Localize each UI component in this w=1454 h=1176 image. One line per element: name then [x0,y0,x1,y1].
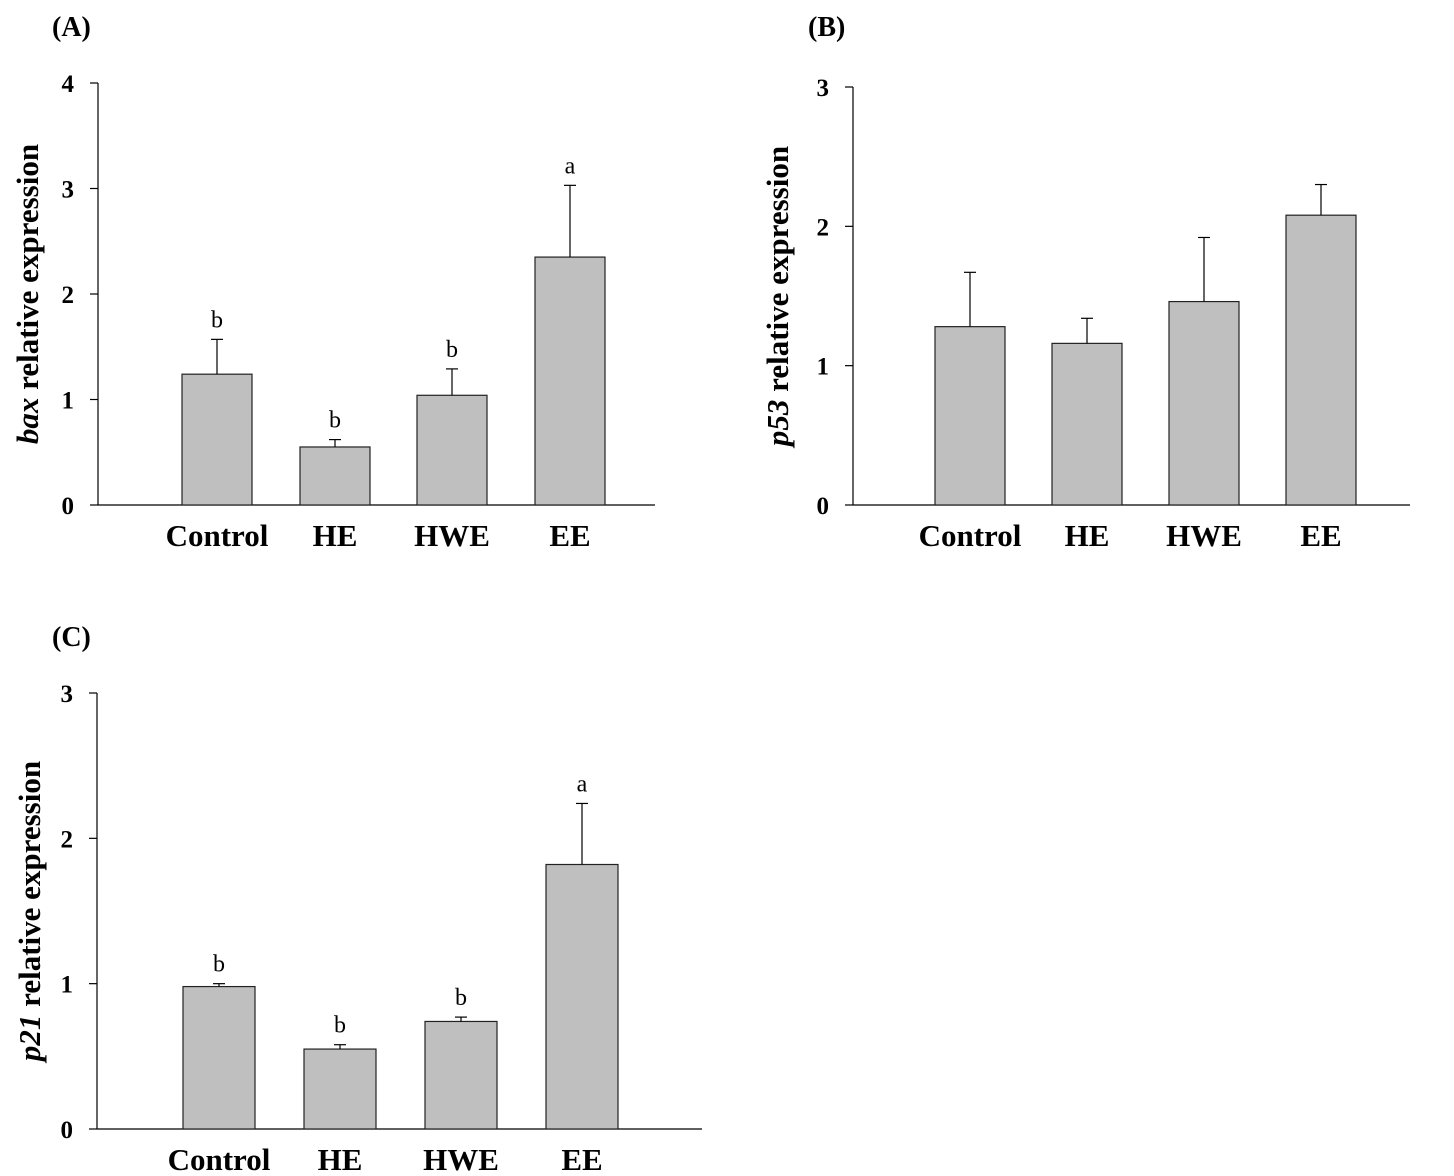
chart-c-svg: (C) 0 1 2 3 p21 relative expression b Control b H… [12,622,702,1176]
chart-panel-b: (B) 0 1 2 3 p53 relative expression Control HE H… [760,0,1454,580]
significance-label: a [565,153,576,179]
category-label: Control [919,518,1022,553]
chart-a-svg: (A) 0 1 2 3 4 bax relative expression b Control b… [10,12,655,553]
y-tick-label: 2 [61,826,74,853]
y-tick-label: 3 [62,177,75,204]
category-label: HE [1065,518,1110,553]
chart-panel-c: (C) 0 1 2 3 p21 relative expression b Control b H… [0,600,720,1176]
y-tick-label: 3 [817,75,830,102]
chart-b-svg: (B) 0 1 2 3 p53 relative expression Control HE H… [760,12,1410,553]
y-tick-label: 0 [62,493,75,520]
category-label: HE [318,1142,363,1176]
category-label: EE [1300,518,1341,553]
panel-label: (B) [808,12,845,43]
category-label: HWE [414,518,490,553]
bar [534,256,606,506]
significance-label: b [329,408,341,434]
chart-panel-a: (A) 0 1 2 3 4 bax relative expression b Control b… [0,0,700,580]
bar [934,326,1006,506]
bar [424,1020,498,1130]
y-axis-title: p53 relative expression [760,146,795,449]
category-label: Control [166,518,269,553]
y-tick-label: 0 [61,1117,74,1144]
y-axis-title-gene: p53 [760,400,795,450]
y-tick-label: 2 [62,282,75,309]
significance-label: b [213,952,225,978]
significance-label: b [334,1013,346,1039]
y-axis-title-text: relative expression [760,146,795,400]
category-label: EE [549,518,590,553]
y-tick-label: 2 [817,214,830,241]
y-tick-label: 3 [61,681,74,708]
y-tick-label: 1 [62,388,75,415]
y-tick-label: 4 [62,71,75,98]
bar [181,373,253,506]
significance-label: b [455,985,467,1011]
y-axis-title: bax relative expression [10,144,45,444]
y-tick-label: 1 [817,354,830,381]
category-label: HE [313,518,358,553]
category-label: HWE [423,1142,499,1176]
bar [303,1048,377,1130]
y-tick-label: 1 [61,972,74,999]
category-label: EE [561,1142,602,1176]
panel-label: (A) [52,12,91,43]
y-axis-title: p21 relative expression [12,761,47,1064]
bar [1051,342,1123,506]
y-tick-label: 0 [817,493,830,520]
significance-label: b [211,307,223,333]
y-axis-title-text: relative expression [10,144,45,398]
y-axis-title-gene: bax [10,398,45,445]
panel-label: (C) [52,622,91,653]
y-axis-title-gene: p21 [12,1015,47,1065]
y-axis-title-text: relative expression [12,761,47,1015]
significance-label: b [446,337,458,363]
category-label: HWE [1166,518,1242,553]
significance-label: a [577,771,588,797]
bar [1285,214,1357,506]
bar [1168,300,1240,506]
bar [416,394,488,506]
bar [545,863,619,1130]
category-label: Control [168,1142,271,1176]
bar [182,985,256,1130]
bar [299,446,371,506]
